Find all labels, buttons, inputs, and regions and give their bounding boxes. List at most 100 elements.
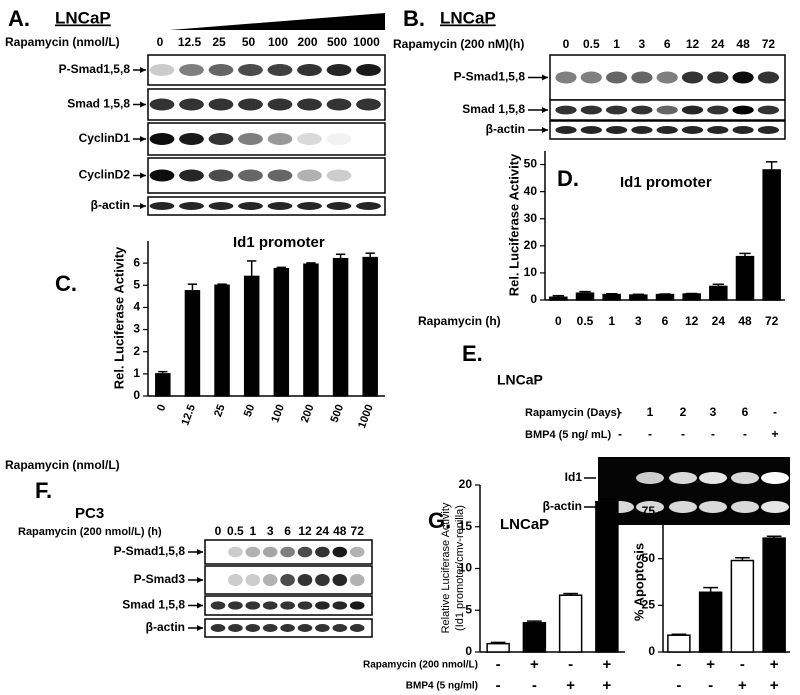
y-tick-label: 0 bbox=[133, 388, 140, 402]
bar bbox=[549, 296, 568, 301]
blot-band bbox=[356, 98, 381, 111]
blot-arrowhead bbox=[140, 136, 146, 142]
blot-band bbox=[315, 601, 330, 610]
bar bbox=[362, 256, 378, 397]
blot-band bbox=[555, 71, 577, 84]
blot-band bbox=[208, 169, 234, 182]
x-tick-label: 24 bbox=[712, 314, 726, 328]
blot-band bbox=[349, 624, 365, 632]
blot-band bbox=[267, 64, 293, 76]
row-sign: - bbox=[568, 656, 573, 673]
y-tick-label: 4 bbox=[133, 300, 140, 314]
lane-label: 100 bbox=[268, 35, 288, 49]
blot-band bbox=[707, 105, 729, 115]
blot-band bbox=[707, 126, 729, 134]
blot-band bbox=[238, 133, 263, 145]
cell-line: LNCaP bbox=[500, 516, 549, 533]
blot-arrowhead bbox=[542, 74, 548, 81]
blot-band bbox=[238, 202, 263, 210]
bar bbox=[655, 293, 675, 301]
row-sign: + bbox=[602, 656, 611, 673]
blot-band bbox=[179, 169, 204, 182]
bar bbox=[762, 169, 781, 301]
x-tick-label: 0.5 bbox=[577, 314, 594, 328]
lane-label: 25 bbox=[212, 35, 226, 49]
blot-band bbox=[732, 126, 754, 134]
x-tick-label: 72 bbox=[765, 314, 779, 328]
row-label: BMP4 (5 ng/ml) bbox=[406, 681, 478, 692]
blot-band bbox=[605, 71, 628, 84]
y-axis-label: % Apoptosis bbox=[631, 543, 646, 621]
x-tick-label: 50 bbox=[242, 403, 257, 419]
blot-band bbox=[326, 202, 352, 210]
blot-band bbox=[210, 601, 226, 610]
y-tick-label: 20 bbox=[459, 477, 473, 491]
blot-band bbox=[315, 574, 330, 586]
blot-arrowhead bbox=[140, 67, 146, 73]
blot-arrowhead bbox=[197, 625, 203, 631]
lane-label: 500 bbox=[327, 35, 347, 49]
x-tick-label: 48 bbox=[738, 314, 752, 328]
row-sign: + bbox=[706, 656, 715, 673]
y-tick-label: 25 bbox=[642, 598, 656, 612]
bar bbox=[522, 622, 547, 653]
cell-line: LNCaP bbox=[497, 372, 543, 388]
blot-label: Smad 1,5,8 bbox=[462, 102, 525, 116]
blot-arrowhead bbox=[140, 203, 146, 209]
blot-band bbox=[349, 546, 365, 558]
blot-label: Smad 1,5,8 bbox=[67, 97, 130, 111]
y-tick-label: 50 bbox=[642, 551, 656, 565]
blot-arrowhead bbox=[197, 577, 203, 583]
blot-band bbox=[149, 133, 175, 145]
row-sign: - bbox=[532, 677, 537, 694]
blot-band bbox=[238, 64, 263, 76]
x-tick-label: 0 bbox=[555, 314, 562, 328]
y-tick-label: 0 bbox=[530, 292, 537, 306]
bar bbox=[667, 634, 691, 653]
row-sign: + bbox=[602, 677, 611, 694]
gel-band bbox=[669, 472, 697, 484]
bar bbox=[682, 293, 701, 301]
blot-band bbox=[149, 98, 175, 111]
blot-band bbox=[208, 202, 234, 210]
blot-band bbox=[245, 601, 261, 610]
blot-band bbox=[326, 169, 352, 182]
blot-band bbox=[262, 601, 278, 610]
x-tick-label: 100 bbox=[269, 403, 287, 424]
gel-band bbox=[761, 472, 789, 484]
blot-band bbox=[315, 546, 330, 558]
blot-band bbox=[656, 105, 678, 115]
y-tick-label: 2 bbox=[133, 344, 140, 358]
blot-label: β-actin bbox=[543, 499, 582, 513]
blot-band bbox=[332, 624, 348, 632]
x-tick-label: 12.5 bbox=[179, 403, 198, 427]
gel bbox=[598, 457, 790, 525]
blot-band bbox=[297, 574, 313, 586]
y-tick-label: 75 bbox=[642, 504, 656, 518]
blot-band bbox=[179, 202, 204, 210]
cell-line: LNCaP bbox=[440, 8, 496, 27]
blot-band bbox=[681, 105, 704, 115]
lane-label: 3 bbox=[639, 37, 646, 51]
blot-band bbox=[332, 574, 348, 586]
bar bbox=[214, 284, 230, 397]
bar bbox=[155, 373, 171, 397]
blot-band bbox=[326, 98, 352, 111]
blot-band bbox=[580, 71, 602, 84]
blot-band bbox=[297, 98, 322, 111]
blot-band bbox=[262, 624, 278, 632]
blot-band bbox=[580, 126, 602, 134]
blot-box bbox=[147, 196, 386, 216]
blot-band bbox=[631, 126, 653, 134]
blot-band bbox=[757, 126, 780, 134]
bar bbox=[332, 257, 349, 397]
lane-label: 3 bbox=[267, 524, 274, 538]
cell-line: LNCaP bbox=[55, 8, 111, 27]
blot-band bbox=[315, 624, 330, 632]
lane-label: 24 bbox=[316, 524, 330, 538]
blot-band bbox=[297, 133, 322, 145]
blot-label: Smad 1,5,8 bbox=[122, 598, 185, 612]
gel-band bbox=[731, 501, 759, 513]
lane-label: 12.5 bbox=[178, 35, 202, 49]
blot-band bbox=[208, 133, 234, 145]
